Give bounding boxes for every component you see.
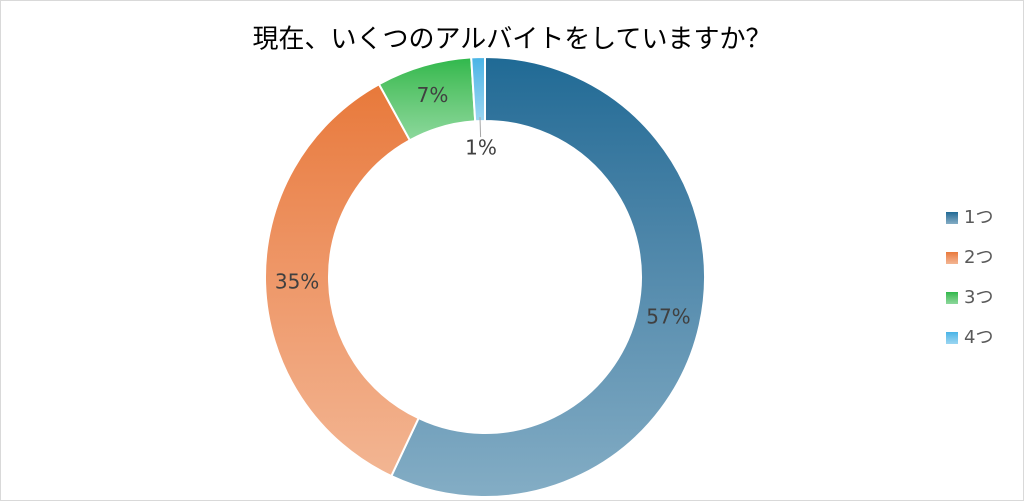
data-label: 35%	[275, 269, 319, 293]
legend-label: 4つ	[964, 327, 993, 348]
legend-label: 3つ	[964, 287, 993, 308]
legend-swatch	[946, 332, 958, 344]
data-label: 1%	[465, 136, 497, 160]
legend-swatch	[946, 212, 958, 224]
donut-slice	[264, 82, 420, 478]
legend-label: 2つ	[964, 247, 993, 268]
legend-swatch	[946, 252, 958, 264]
leader-line	[479, 117, 482, 138]
data-label: 57%	[646, 305, 690, 329]
legend-label: 1つ	[964, 207, 993, 228]
data-label: 7%	[417, 83, 449, 107]
legend-swatch	[946, 292, 958, 304]
donut-slice	[470, 55, 486, 123]
chart-title: 現在、いくつのアルバイトをしていますか？	[253, 25, 772, 55]
donut-slice	[389, 55, 706, 498]
